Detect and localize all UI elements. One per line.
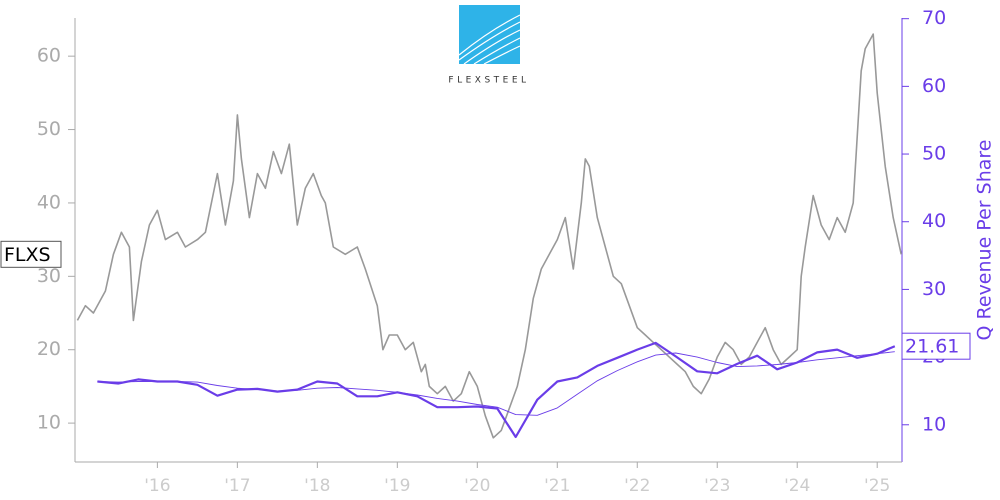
- logo-text: FLEXSTEEL: [448, 76, 529, 86]
- x-tick-label: '25: [864, 476, 890, 496]
- x-tick-label: '21: [544, 476, 570, 496]
- series-line: [97, 351, 895, 416]
- y-tick-label: 50: [37, 118, 61, 140]
- y-tick-label: 60: [37, 45, 61, 67]
- x-tick-label: '24: [784, 476, 810, 496]
- ticker-box: [0, 240, 62, 268]
- y2-tick-label: 70: [922, 7, 946, 29]
- x-tick-label: '18: [304, 476, 330, 496]
- y2-tick-label: 10: [922, 413, 946, 435]
- y-tick-label: 40: [37, 191, 61, 213]
- x-tick-label: '23: [704, 476, 730, 496]
- ticker-label: FLXS: [4, 244, 51, 266]
- y2-axis-label: Q Revenue Per Share: [974, 140, 996, 341]
- last-value-box: [901, 332, 971, 360]
- logo: FLEXSTEEL: [448, 5, 529, 86]
- y-tick-label: 30: [37, 265, 61, 287]
- x-tick-label: '19: [384, 476, 410, 496]
- y-tick-label: 10: [37, 412, 61, 434]
- series-line: [97, 341, 896, 439]
- x-tick-label: '22: [624, 476, 650, 496]
- y2-tick-label: 60: [922, 75, 946, 97]
- y2-tick-label: 40: [922, 210, 946, 232]
- y-tick-label: 20: [37, 338, 61, 360]
- y2-tick-label: 30: [922, 278, 946, 300]
- x-tick-label: '20: [464, 476, 490, 496]
- last-value-label: 21.61: [905, 336, 959, 358]
- x-tick-label: '16: [144, 476, 170, 496]
- y2-tick-label: 50: [922, 143, 946, 165]
- series-line: [76, 33, 902, 439]
- logo-waves: [458, 14, 521, 65]
- x-tick-label: '17: [224, 476, 250, 496]
